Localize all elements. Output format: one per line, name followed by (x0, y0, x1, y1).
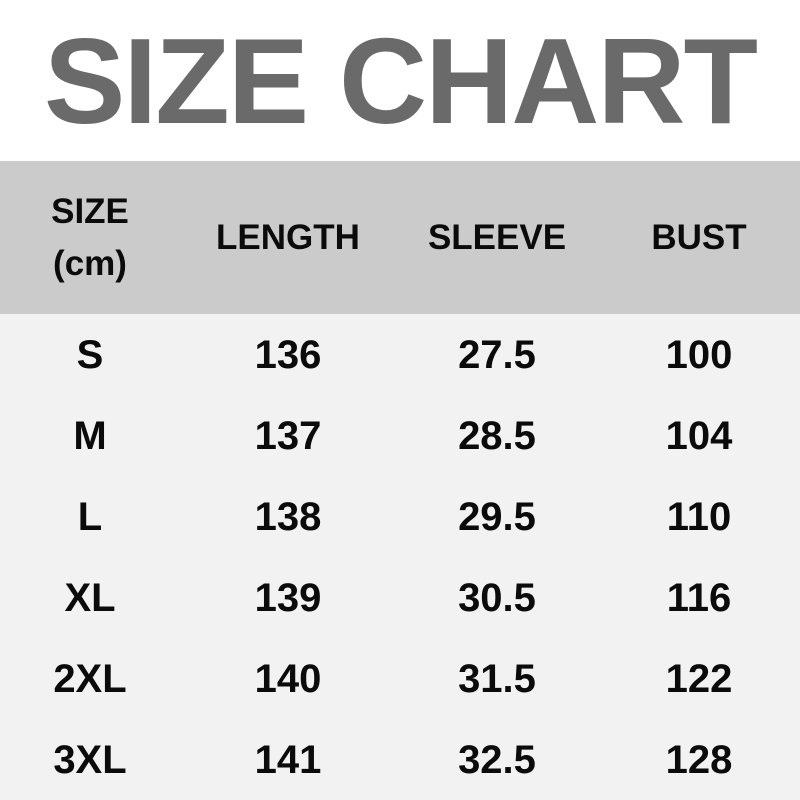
table-row-3xl: 3XL 141 32.5 128 (0, 719, 800, 800)
cell-size: 3XL (53, 737, 127, 782)
cell-length: 141 (254, 737, 322, 782)
cell-size: S (76, 332, 104, 377)
table-header-row: SIZE (cm) LENGTH SLEEVE BUST (0, 161, 800, 314)
cell-bust: 116 (666, 575, 732, 620)
cell-bust: 128 (665, 737, 733, 782)
page-title: SIZE CHART (44, 12, 758, 149)
cell-length: 138 (254, 494, 322, 539)
column-header-size: SIZE (cm) (0, 186, 180, 290)
cell-size: XL (64, 575, 116, 620)
cell-sleeve: 28.5 (458, 413, 536, 458)
title-band: SIZE CHART (0, 0, 800, 161)
cell-sleeve: 30.5 (458, 575, 536, 620)
table-row-s: S 136 27.5 100 (0, 314, 800, 395)
cell-size: L (77, 494, 103, 539)
column-header-bust: BUST (651, 218, 747, 257)
column-header-size-unit: (cm) (53, 243, 127, 283)
cell-length: 136 (254, 332, 322, 377)
cell-size: 2XL (53, 656, 127, 701)
cell-size: M (73, 413, 107, 458)
table-row-xl: XL 139 30.5 116 (0, 557, 800, 638)
table-row-m: M 137 28.5 104 (0, 395, 800, 476)
cell-sleeve: 32.5 (458, 737, 536, 782)
column-header-sleeve: SLEEVE (427, 218, 567, 257)
cell-length: 137 (254, 413, 322, 458)
cell-bust: 122 (665, 656, 733, 701)
table-row-2xl: 2XL 140 31.5 122 (0, 638, 800, 719)
size-chart-table-body: S 136 27.5 100 M 137 28.5 104 L 138 29.5… (0, 314, 800, 800)
column-header-size-label: SIZE (51, 191, 129, 231)
cell-sleeve: 31.5 (458, 656, 536, 701)
cell-sleeve: 29.5 (458, 494, 536, 539)
cell-sleeve: 27.5 (458, 332, 536, 377)
column-header-length: LENGTH (216, 218, 360, 257)
cell-length: 139 (254, 575, 322, 620)
cell-length: 140 (254, 656, 322, 701)
cell-bust: 110 (666, 494, 732, 539)
cell-bust: 104 (665, 413, 733, 458)
cell-bust: 100 (665, 332, 733, 377)
table-row-l: L 138 29.5 110 (0, 476, 800, 557)
